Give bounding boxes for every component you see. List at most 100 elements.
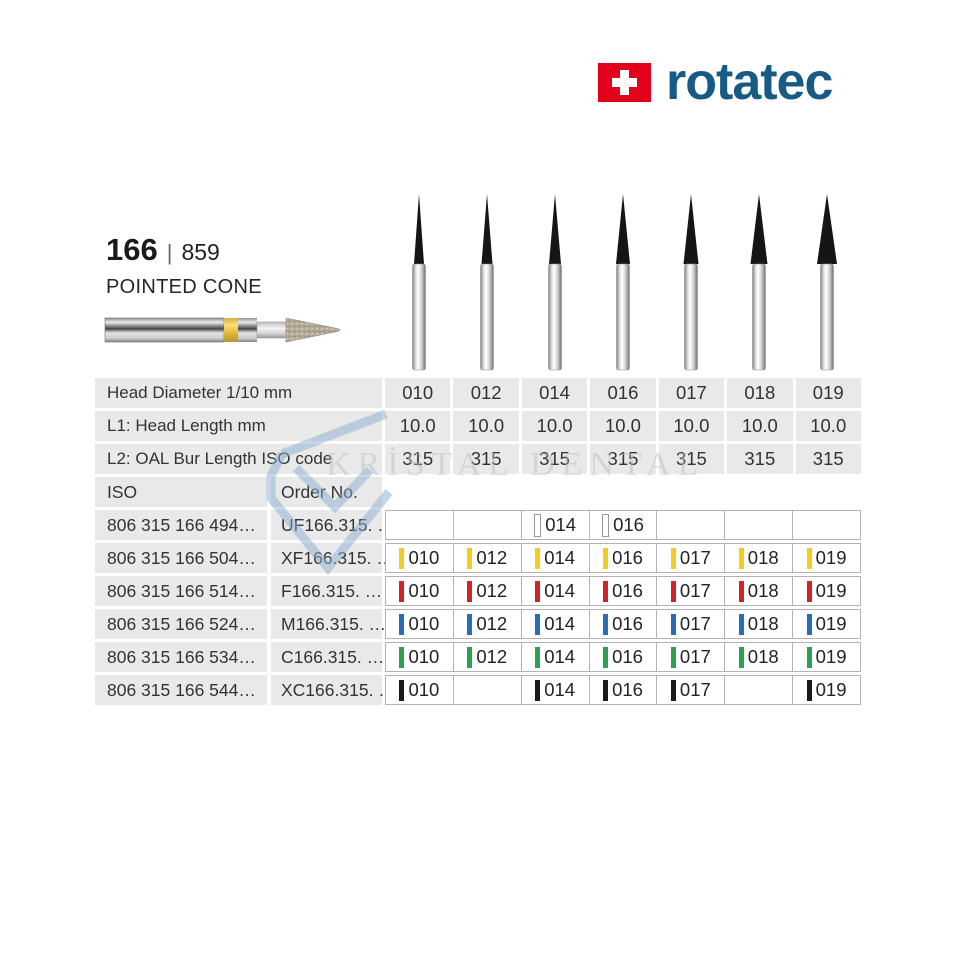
size-cell: 014	[521, 642, 590, 672]
order-row: 806 315 166 504… XF166.315. … 010 012 014 016…	[95, 543, 862, 573]
size-cell: 014	[521, 576, 590, 606]
size-cell: 010	[385, 675, 454, 705]
bur-shank-tip	[238, 318, 257, 342]
size-cell: 017	[657, 609, 726, 639]
grit-color-band	[467, 580, 473, 602]
size-cell	[725, 510, 794, 540]
bur-figure	[683, 194, 699, 371]
size-value: 019	[815, 646, 847, 667]
flag-cross-horizontal	[612, 77, 637, 87]
product-number: 166	[106, 232, 158, 267]
size-cell: 018	[725, 609, 794, 639]
spec-table: Head Diameter 1/10 mm 010 012 014 016 017 018 0…	[95, 378, 862, 708]
spec-value-cell: 315	[795, 444, 861, 474]
grit-color-band	[603, 547, 609, 569]
size-value: 019	[815, 547, 847, 568]
size-value: 010	[408, 613, 440, 634]
spec-values: 315 315 315 315 315 315 315	[385, 444, 861, 474]
size-cell	[725, 675, 794, 705]
grit-color-band	[806, 679, 812, 701]
bur-figure	[480, 194, 494, 371]
spec-label: L1: Head Length mm	[95, 411, 382, 441]
size-cell: 010	[385, 609, 454, 639]
size-cell: 019	[793, 642, 862, 672]
size-cell: 019	[793, 576, 862, 606]
size-cell: 018	[725, 642, 794, 672]
size-grid: 010 012 014 016 017 018 019	[385, 609, 862, 639]
size-value: 017	[679, 679, 711, 700]
spec-value-cell: 10.0	[590, 411, 656, 441]
size-value: 014	[544, 580, 576, 601]
size-value: 018	[747, 613, 779, 634]
size-cell: 014	[521, 543, 590, 573]
bur-tip-cone	[481, 194, 493, 264]
bur-figure	[817, 194, 837, 371]
size-grid: 010 014 016 017 019	[385, 675, 862, 705]
grit-color-band	[603, 679, 609, 701]
size-cell: 014	[521, 609, 590, 639]
size-cell: 016	[589, 642, 658, 672]
product-iso-code: 859	[181, 239, 220, 265]
bur-figure	[616, 194, 630, 371]
grit-color-band	[806, 613, 812, 635]
bur-tip-cone	[683, 194, 699, 264]
size-value: 016	[612, 547, 643, 568]
grit-color-band	[467, 547, 473, 569]
grit-color-band	[738, 547, 744, 569]
grit-color-band	[399, 580, 405, 602]
grit-color-band	[467, 646, 473, 668]
spec-value-cell: 10.0	[727, 411, 793, 441]
grit-color-band	[399, 646, 405, 668]
grit-color-band	[535, 580, 541, 602]
order-header-row: ISO Order No.	[95, 477, 861, 507]
size-cell: 010	[385, 543, 454, 573]
bur-tip-cone	[414, 194, 424, 264]
iso-number: 806 315 166 494…	[95, 510, 267, 540]
spec-value-cell: 012	[453, 378, 519, 408]
size-cell: 014	[521, 675, 590, 705]
size-grid: 010 012 014 016 017 018 019	[385, 543, 862, 573]
grit-color-band	[399, 679, 405, 701]
size-grid: 014 016	[385, 510, 862, 540]
size-cell	[453, 510, 522, 540]
size-value: 010	[408, 580, 440, 601]
size-value: 014	[544, 646, 576, 667]
title-divider: |	[166, 240, 173, 265]
bur-shank	[480, 263, 494, 371]
size-cell: 016	[589, 543, 658, 573]
size-cell: 016	[589, 675, 658, 705]
size-cell: 017	[657, 576, 726, 606]
size-value: 017	[679, 580, 711, 601]
order-number: M166.315. …	[271, 609, 386, 639]
order-row: 806 315 166 524… M166.315. … 010 012 014 016 0…	[95, 609, 862, 639]
iso-number: 806 315 166 504…	[95, 543, 267, 573]
grit-color-band	[806, 547, 812, 569]
size-cell: 010	[385, 576, 454, 606]
iso-header: ISO	[95, 477, 267, 507]
bur-shank	[752, 263, 766, 371]
spec-label: L2: OAL Bur Length ISO code	[95, 444, 382, 474]
order-number: XF166.315. …	[271, 543, 394, 573]
grit-color-band	[738, 613, 744, 635]
size-value: 012	[476, 613, 508, 634]
bur-figure	[412, 194, 426, 371]
brand-logo: rotatec	[598, 56, 833, 108]
size-value: 010	[408, 679, 440, 700]
size-cell: 019	[793, 675, 862, 705]
size-cell: 019	[793, 543, 862, 573]
header-spacer	[385, 477, 861, 507]
grit-color-band	[670, 679, 676, 701]
grit-color-band	[535, 547, 541, 569]
grit-color-band	[467, 613, 473, 635]
bur-shank	[548, 263, 562, 371]
grit-color-band	[603, 580, 609, 602]
grit-color-band	[535, 679, 541, 701]
size-cell: 016	[589, 609, 658, 639]
size-value: 017	[679, 646, 711, 667]
product-name: POINTED CONE	[106, 276, 262, 298]
size-value: 019	[815, 679, 847, 700]
order-row: 806 315 166 534… C166.315. … 010 012 014 016 0…	[95, 642, 862, 672]
product-title: 166 | 859	[106, 232, 220, 268]
size-cell	[453, 675, 522, 705]
